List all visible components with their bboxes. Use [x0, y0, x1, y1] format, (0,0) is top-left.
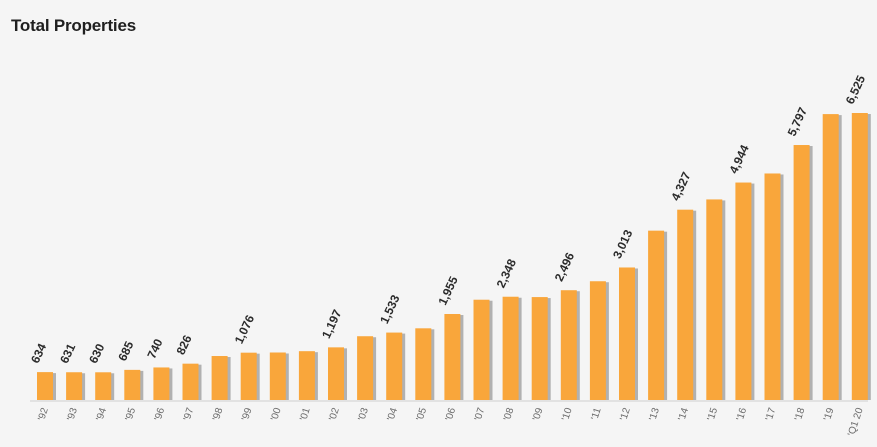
bar[interactable]	[95, 372, 112, 400]
bar[interactable]	[415, 328, 432, 400]
x-tick-label: '99	[240, 406, 255, 422]
bar[interactable]	[619, 267, 635, 400]
data-label: 2,348	[494, 257, 520, 290]
bar[interactable]	[502, 296, 519, 400]
bar[interactable]	[706, 199, 723, 400]
x-tick-label: '15	[706, 406, 721, 422]
bar[interactable]	[473, 299, 490, 400]
data-label: 631	[57, 341, 78, 365]
x-tick-label: '04	[386, 406, 401, 422]
bar[interactable]	[298, 351, 315, 400]
bar[interactable]	[124, 369, 141, 400]
bar[interactable]	[851, 113, 868, 400]
x-tick-label: '95	[124, 406, 139, 422]
x-tick-label: '01	[298, 406, 313, 422]
data-label: 1,197	[319, 307, 345, 340]
x-tick-label: '09	[531, 406, 546, 422]
x-tick-label: '11	[589, 406, 603, 422]
x-tick-label: '03	[356, 406, 371, 422]
bar[interactable]	[677, 209, 694, 400]
x-tick-label: '12	[618, 406, 633, 422]
data-label: 1,076	[232, 313, 258, 346]
x-tick-label: '13	[647, 406, 662, 422]
data-label: 630	[86, 341, 107, 365]
bar[interactable]	[240, 352, 257, 400]
bar[interactable]	[648, 230, 665, 400]
chart-title: Total Properties	[11, 16, 136, 35]
x-tick-label: '08	[502, 406, 517, 422]
x-tick-label: '07	[473, 406, 488, 422]
x-tick-label: '94	[95, 406, 110, 422]
bar[interactable]	[531, 297, 548, 400]
bar[interactable]	[269, 352, 286, 400]
bar[interactable]	[589, 281, 606, 400]
x-tick-label: '93	[65, 406, 80, 422]
bar[interactable]	[822, 114, 839, 401]
x-tick-label: '98	[211, 406, 226, 422]
data-label: 685	[115, 339, 136, 363]
x-tick-label: '05	[415, 406, 430, 422]
bar[interactable]	[66, 372, 83, 400]
bar[interactable]	[153, 367, 170, 400]
bar[interactable]	[357, 336, 374, 400]
bar[interactable]	[793, 145, 810, 400]
data-label: 4,327	[668, 170, 694, 203]
bar[interactable]	[182, 363, 199, 400]
data-label: 4,944	[726, 142, 752, 175]
data-label: 3,013	[610, 227, 636, 260]
bar[interactable]	[328, 347, 344, 400]
x-tick-label: '16	[735, 406, 750, 422]
bar[interactable]	[386, 332, 403, 400]
x-tick-label: '17	[764, 406, 779, 422]
data-label: 1,955	[435, 274, 461, 307]
data-label: 2,496	[552, 250, 578, 283]
x-tick-label: '14	[677, 406, 692, 422]
data-label: 6,525	[843, 73, 869, 106]
bar[interactable]	[764, 173, 781, 400]
bar[interactable]	[735, 182, 752, 400]
x-tick-label: '18	[793, 406, 808, 422]
bar[interactable]	[560, 290, 577, 400]
data-label: 740	[144, 336, 165, 360]
x-tick-label: '00	[269, 406, 284, 422]
x-tick-label: '06	[444, 406, 459, 422]
data-label: 826	[174, 333, 195, 357]
bar[interactable]	[37, 372, 53, 400]
bar[interactable]	[444, 314, 461, 400]
x-tick-label: '97	[182, 406, 197, 422]
data-label: 1,533	[377, 292, 403, 325]
x-tick-label: '02	[327, 406, 342, 422]
data-label: 5,797	[785, 105, 811, 138]
x-tick-label: '10	[560, 406, 575, 422]
x-tick-label: '92	[36, 406, 51, 422]
x-tick-label: 'Q1 20	[846, 406, 866, 438]
x-tick-label: '96	[153, 406, 168, 422]
data-label: 634	[28, 341, 49, 365]
bar[interactable]	[211, 356, 228, 400]
x-tick-label: '19	[822, 406, 837, 422]
